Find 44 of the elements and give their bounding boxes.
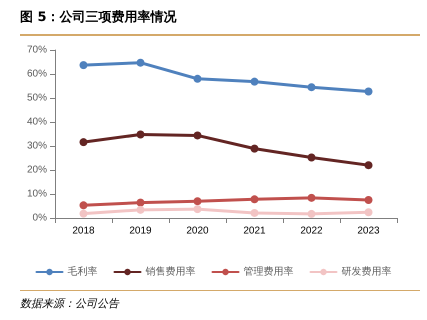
point [308, 83, 316, 92]
point [194, 131, 202, 140]
point [364, 88, 372, 96]
source-note: 数据来源：公司公告 [20, 296, 119, 311]
point [308, 210, 316, 218]
x-tick-label: 2019 [129, 226, 152, 236]
point [194, 74, 202, 83]
point [80, 138, 88, 146]
y-tick-label: 20% [26, 164, 48, 176]
point [80, 210, 88, 218]
legend-label: 管理费用率 [244, 266, 294, 278]
x-tick-label: 2020 [186, 226, 210, 236]
y-tick-label: 40% [26, 116, 48, 128]
y-tick-label: 70% [26, 44, 48, 56]
legend-label: 销售费用率 [144, 266, 196, 278]
point [250, 144, 258, 153]
point [250, 78, 258, 86]
chart-title: 图 5：公司三项费用率情况 [20, 8, 177, 26]
point [250, 195, 258, 204]
x-tick-label: 2018 [72, 226, 96, 236]
x-tick-label: 2022 [300, 226, 324, 236]
point [308, 154, 316, 162]
y-tick-label: 0% [32, 212, 48, 224]
point [250, 208, 258, 217]
legend-label: 毛利率 [68, 266, 98, 278]
point [364, 161, 372, 170]
point [136, 58, 144, 67]
point [80, 201, 88, 210]
point [136, 198, 144, 207]
point [308, 194, 316, 202]
y-tick-label: 50% [26, 92, 48, 104]
point [136, 130, 144, 138]
point [136, 206, 144, 214]
point [364, 208, 372, 216]
legend-label: 研发费用率 [342, 266, 392, 278]
x-tick-label: 2021 [243, 226, 266, 236]
y-tick-label: 30% [26, 140, 48, 152]
y-tick-label: 60% [26, 68, 48, 80]
y-tick-label: 10% [26, 188, 48, 200]
point [194, 197, 202, 206]
point [80, 61, 88, 70]
point [364, 196, 372, 204]
x-tick-label: 2023 [357, 226, 380, 236]
point [194, 205, 202, 214]
